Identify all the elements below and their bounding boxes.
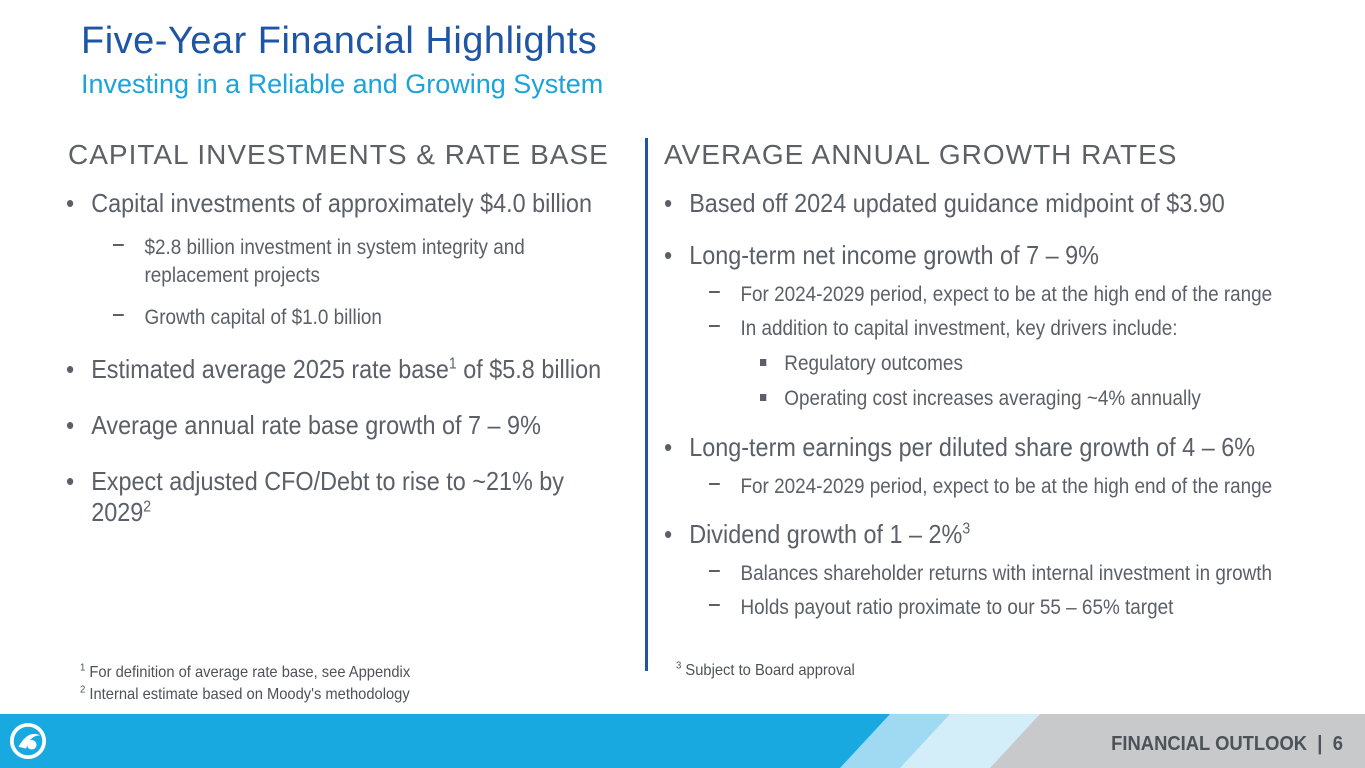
page-number: 6	[1332, 733, 1343, 755]
footer-bar	[0, 714, 1365, 768]
footnote: 2 Internal estimate based on Moody's met…	[80, 684, 410, 703]
dash-bullet	[113, 314, 124, 316]
slide-subtitle: Investing in a Reliable and Growing Syst…	[81, 69, 604, 99]
footnote-ref: 1	[448, 355, 457, 373]
footnote-ref: 2	[143, 498, 152, 516]
dash-bullet	[709, 570, 720, 572]
footnote-ref: 3	[962, 520, 971, 538]
square-bullet	[760, 359, 767, 366]
dash-bullet	[709, 483, 720, 485]
dash-bullet	[709, 604, 720, 606]
column-divider	[645, 138, 648, 671]
right-column-heading: AVERAGE ANNUAL GROWTH RATES	[664, 139, 1178, 170]
square-bullet	[760, 394, 767, 401]
slide-title: Five-Year Financial Highlights	[81, 20, 598, 62]
bullet-dot: •	[66, 188, 75, 218]
bullet-dot: •	[664, 432, 673, 462]
bullet-dot: •	[66, 354, 75, 384]
bullet-dot: •	[664, 188, 673, 218]
bullet-dot: •	[66, 410, 75, 440]
dash-bullet	[709, 291, 720, 293]
left-column-heading: CAPITAL INVESTMENTS & RATE BASE	[68, 139, 609, 170]
bullet-dot: •	[664, 240, 673, 270]
bullet-dot: •	[66, 466, 75, 496]
footer-section-label: FINANCIAL OUTLOOK | 6	[1111, 733, 1343, 755]
footnote: 1 For definition of average rate base, s…	[80, 662, 411, 681]
bullet-dot: •	[664, 519, 673, 549]
dash-bullet	[113, 244, 124, 246]
footer-graphic	[0, 714, 1365, 768]
dash-bullet	[709, 325, 720, 327]
footnote: 3 Subject to Board approval	[676, 660, 855, 679]
company-logo-icon	[9, 722, 47, 760]
